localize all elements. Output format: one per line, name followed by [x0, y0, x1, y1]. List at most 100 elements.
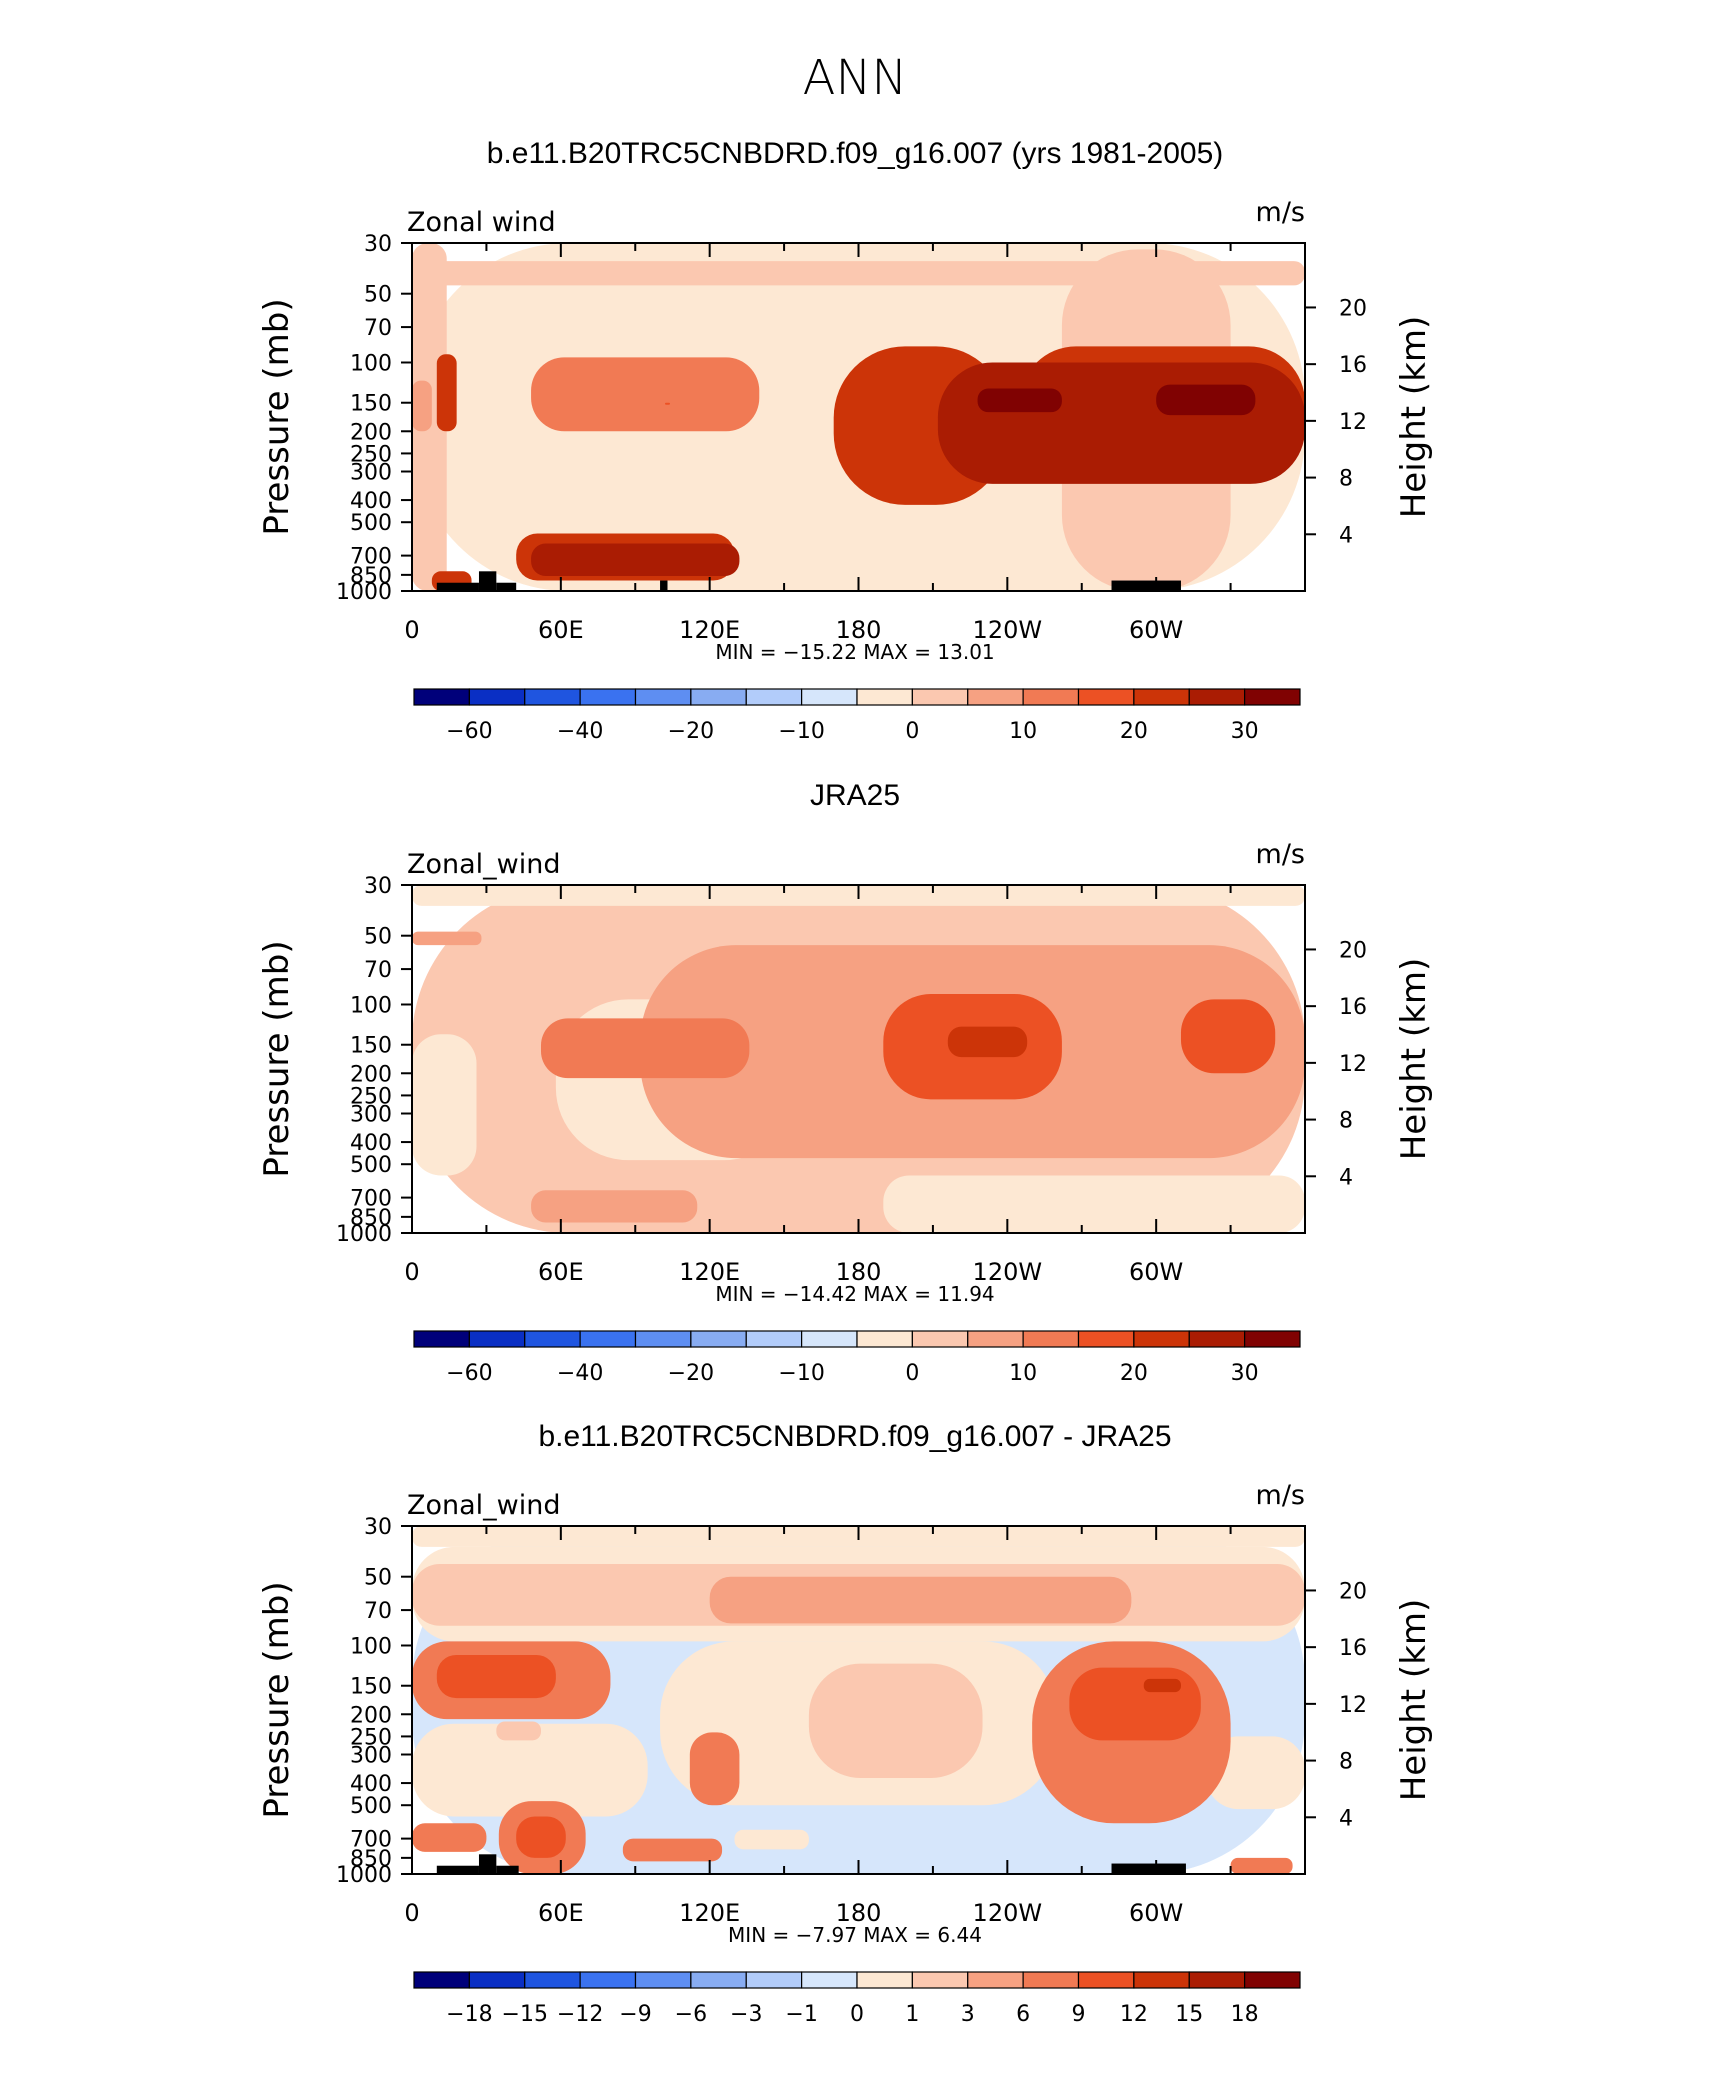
contour-region	[412, 931, 482, 946]
colorbar-swatch	[856, 1330, 913, 1348]
colorbar-label: −3	[730, 2002, 762, 2027]
colorbar-swatch	[1077, 1971, 1135, 1989]
contour-field	[412, 885, 1305, 1233]
variable-label: Zonal wind	[407, 207, 556, 238]
colorbar-label: −9	[619, 2002, 651, 2027]
topography-mask	[496, 1865, 519, 1874]
x-tick-label: 120E	[679, 1899, 740, 1927]
colorbar: −60 −40 −20 −10 0 10 20 30	[413, 1330, 1301, 1386]
colorbar-swatch	[1244, 1330, 1301, 1348]
y-axis-title: Pressure (mb)	[257, 298, 297, 535]
x-tick-label: 0	[404, 1899, 419, 1927]
topography-mask	[478, 1854, 497, 1874]
y-tick-label: 250	[350, 1084, 392, 1109]
contour-region	[808, 1663, 983, 1778]
contour-region	[622, 1838, 723, 1862]
y-tick-label: 400	[350, 489, 392, 514]
variable-label: Zonal_wind	[407, 1490, 561, 1521]
y-tick-label: 700	[350, 545, 392, 570]
colorbar-swatch	[911, 1330, 969, 1348]
y-tick-label: 100	[350, 993, 392, 1018]
y-tick-label: 400	[350, 1772, 392, 1797]
y-tick-label: 50	[364, 1566, 392, 1591]
height-tick-label: 12	[1339, 1052, 1367, 1077]
colorbar-swatch	[634, 1971, 692, 1989]
colorbar-swatch	[911, 1971, 969, 1989]
y-tick-label: 100	[350, 351, 392, 376]
y-tick-label: 400	[350, 1131, 392, 1156]
contour-field	[412, 1526, 1305, 1874]
contour-field	[412, 243, 1305, 591]
colorbar-swatch	[468, 1971, 526, 1989]
height-tick-label: 4	[1339, 523, 1353, 548]
height-tick-label: 16	[1339, 1636, 1367, 1661]
colorbar-label: −60	[446, 719, 492, 744]
y-tick-label: 250	[350, 1725, 392, 1750]
y-tick-label: 1000	[336, 1222, 392, 1247]
height-tick-label: 4	[1339, 1806, 1353, 1831]
colorbar-swatch	[801, 688, 858, 706]
contour-region	[709, 1576, 1132, 1624]
contour-region	[689, 1732, 740, 1806]
colorbar-swatch	[1077, 1330, 1135, 1348]
y-tick-label: 150	[350, 392, 392, 417]
colorbar-swatch	[524, 1971, 581, 1989]
colorbar-label: 0	[905, 719, 919, 744]
colorbar-swatch	[524, 1330, 581, 1348]
x-tick-label: 120W	[973, 1258, 1043, 1286]
colorbar-label: −6	[675, 2002, 707, 2027]
contour-region	[1069, 1667, 1201, 1741]
contour-region	[496, 1721, 541, 1741]
colorbar-swatch	[413, 1330, 470, 1348]
height-tick-label: 20	[1339, 938, 1367, 963]
y-tick-label: 30	[364, 1515, 392, 1540]
y-tick-label: 500	[350, 1794, 392, 1819]
contour-region	[665, 402, 670, 405]
contour-region	[1143, 1678, 1181, 1693]
x-tick-label: 120W	[973, 1899, 1043, 1927]
height-tick-label: 20	[1339, 1579, 1367, 1604]
right-axis-title: Height (km)	[1394, 316, 1434, 519]
colorbar-label: −1	[785, 2002, 817, 2027]
panel-title: JRA25	[810, 779, 900, 812]
colorbar-label: 10	[1009, 719, 1037, 744]
x-tick-label: 180	[836, 1899, 882, 1927]
colorbar-label: −12	[557, 2002, 603, 2027]
height-tick-label: 12	[1339, 1693, 1367, 1718]
colorbar-label: −60	[446, 1361, 492, 1386]
y-tick-label: 50	[364, 283, 392, 308]
colorbar-swatch	[1022, 1330, 1080, 1348]
height-tick-label: 4	[1339, 1165, 1353, 1190]
colorbar-swatch	[1077, 688, 1135, 706]
colorbar-swatch	[1022, 1971, 1080, 1989]
contour-region	[412, 1034, 477, 1176]
colorbar-label: 6	[1016, 2002, 1030, 2027]
x-tick-label: 120W	[973, 616, 1043, 644]
y-tick-label: 200	[350, 1703, 392, 1728]
y-axis-title: Pressure (mb)	[257, 940, 297, 1177]
x-tick-label: 60E	[538, 616, 584, 644]
topography-mask	[496, 582, 517, 591]
right-axis-title: Height (km)	[1394, 1599, 1434, 1802]
x-tick-label: 120E	[679, 616, 740, 644]
colorbar-swatch	[634, 688, 692, 706]
x-tick-label: 0	[404, 1258, 419, 1286]
colorbar: −60 −40 −20 −10 0 10 20 30	[413, 688, 1301, 744]
y-tick-label: 1000	[336, 1863, 392, 1888]
colorbar-swatch	[745, 688, 803, 706]
y-tick-label: 200	[350, 1062, 392, 1087]
topography-mask	[1111, 580, 1181, 591]
y-tick-label: 100	[350, 1634, 392, 1659]
y-axis-title: Pressure (mb)	[257, 1581, 297, 1818]
colorbar-label: 15	[1175, 2002, 1203, 2027]
x-tick-label: 60E	[538, 1899, 584, 1927]
topography-mask	[478, 571, 497, 591]
contour-region	[1180, 999, 1276, 1074]
colorbar-label: −10	[778, 719, 824, 744]
height-tick-label: 12	[1339, 410, 1367, 435]
colorbar-swatch	[413, 1971, 470, 1989]
colorbar-swatch	[690, 688, 747, 706]
colorbar-label: −10	[778, 1361, 824, 1386]
min-max-label: MIN = −7.97 MAX = 6.44	[728, 1923, 982, 1947]
contour-region	[412, 261, 1305, 286]
